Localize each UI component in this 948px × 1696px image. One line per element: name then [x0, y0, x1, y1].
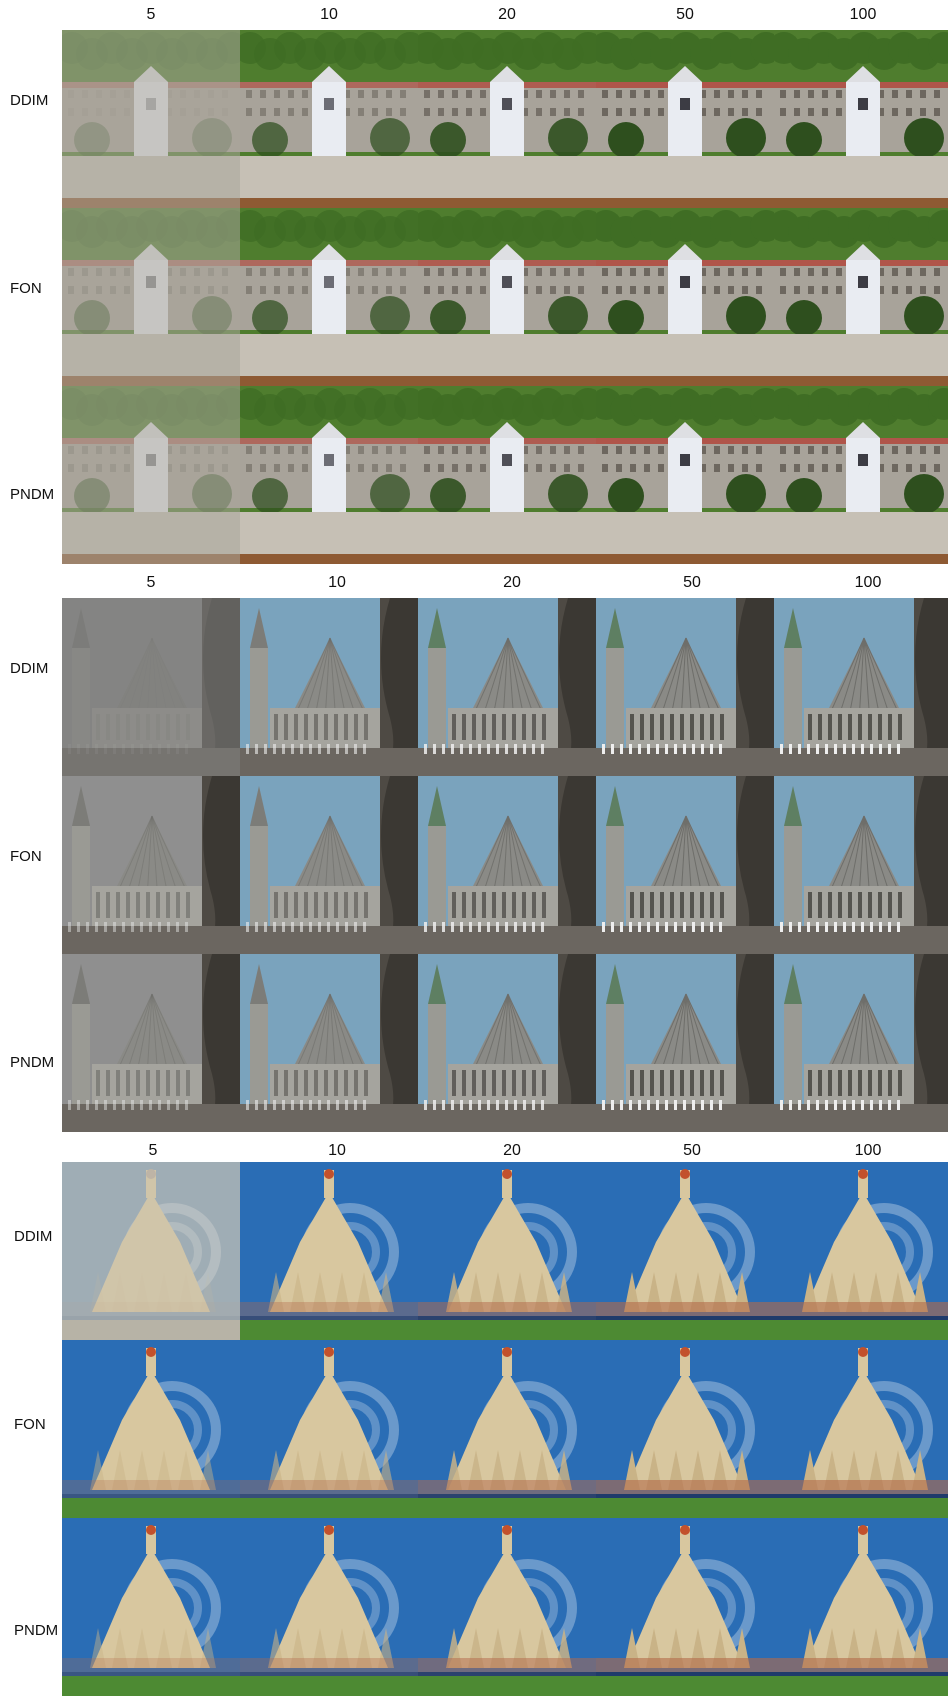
row-label-fon: FON [10, 280, 42, 297]
sample-image-ddim-5 [62, 1162, 240, 1340]
column-label-20: 20 [503, 1142, 521, 1159]
sample-image-fon-5 [62, 208, 240, 386]
sample-image-fon-10 [240, 1340, 418, 1518]
sample-image-fon-100 [774, 1340, 948, 1518]
sample-image-ddim-5 [62, 598, 240, 776]
sample-image-pndm-100 [774, 1518, 948, 1696]
sample-image-pndm-10 [240, 954, 418, 1132]
column-label-100: 100 [854, 1142, 882, 1159]
sample-image-ddim-10 [240, 598, 418, 776]
sample-image-ddim-100 [774, 1162, 948, 1340]
sample-image-ddim-100 [774, 30, 948, 208]
sample-image-fon-20 [418, 776, 596, 954]
sample-image-pndm-5 [62, 954, 240, 1132]
sample-image-pndm-100 [774, 954, 948, 1132]
sample-image-ddim-50 [596, 1162, 774, 1340]
sample-image-ddim-5 [62, 30, 240, 208]
panel-cathedral: 5 10 20 50 100 DDIM FON PNDM [0, 568, 948, 1136]
sample-image-pndm-50 [596, 1518, 774, 1696]
row-label-fon: FON [10, 848, 42, 865]
column-label-50: 50 [676, 6, 694, 23]
sample-image-fon-50 [596, 776, 774, 954]
sample-image-fon-50 [596, 1340, 774, 1518]
sample-image-fon-100 [774, 776, 948, 954]
sample-image-fon-5 [62, 776, 240, 954]
column-label-50: 50 [683, 1142, 701, 1159]
sample-image-pndm-5 [62, 386, 240, 564]
sample-image-pndm-10 [240, 386, 418, 564]
column-label-10: 10 [328, 1142, 346, 1159]
column-label-5: 5 [148, 1142, 158, 1159]
sample-image-pndm-20 [418, 954, 596, 1132]
column-label-20: 20 [498, 6, 516, 23]
column-label-20: 20 [503, 574, 521, 591]
sample-image-fon-100 [774, 208, 948, 386]
row-label-ddim: DDIM [10, 92, 49, 109]
row-label-fon: FON [14, 1416, 46, 1433]
sample-image-ddim-20 [418, 1162, 596, 1340]
sample-image-pndm-10 [240, 1518, 418, 1696]
sample-image-fon-10 [240, 208, 418, 386]
sample-image-pndm-100 [774, 386, 948, 564]
sample-image-ddim-10 [240, 1162, 418, 1340]
column-label-10: 10 [320, 6, 338, 23]
row-label-pndm: PNDM [10, 1054, 55, 1071]
sample-image-ddim-100 [774, 598, 948, 776]
sample-image-fon-20 [418, 208, 596, 386]
row-label-pndm: PNDM [10, 486, 55, 503]
sample-image-ddim-10 [240, 30, 418, 208]
column-label-100: 100 [854, 574, 882, 591]
column-label-5: 5 [146, 574, 156, 591]
panel-courtyard: 5 10 20 50 100 DDIM FON PNDM [0, 0, 948, 568]
sample-image-pndm-50 [596, 386, 774, 564]
row-label-ddim: DDIM [10, 660, 49, 677]
column-label-10: 10 [328, 574, 346, 591]
sample-image-pndm-20 [418, 386, 596, 564]
sample-image-ddim-50 [596, 598, 774, 776]
sample-image-ddim-50 [596, 30, 774, 208]
sample-image-fon-10 [240, 776, 418, 954]
row-label-ddim: DDIM [14, 1228, 53, 1245]
sample-image-fon-50 [596, 208, 774, 386]
image-grid [62, 1162, 948, 1696]
panel-church: 5 10 20 50 100 DDIM FON PNDM [0, 1136, 948, 1696]
column-label-5: 5 [146, 6, 156, 23]
sample-image-pndm-5 [62, 1518, 240, 1696]
image-grid [62, 30, 948, 564]
sample-image-pndm-20 [418, 1518, 596, 1696]
column-label-100: 100 [849, 6, 877, 23]
sample-image-ddim-20 [418, 30, 596, 208]
sample-image-fon-5 [62, 1340, 240, 1518]
sample-image-ddim-20 [418, 598, 596, 776]
row-label-pndm: PNDM [14, 1622, 59, 1639]
image-grid [62, 598, 948, 1132]
sample-image-fon-20 [418, 1340, 596, 1518]
column-label-50: 50 [683, 574, 701, 591]
sample-image-pndm-50 [596, 954, 774, 1132]
